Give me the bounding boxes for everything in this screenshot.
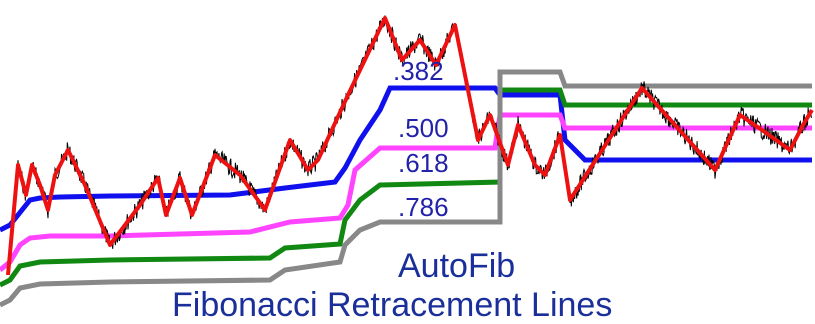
label-786: .786: [398, 192, 449, 222]
zigzag-line: [6, 16, 814, 276]
zigzag-series: [6, 16, 814, 276]
fib-level-382: [0, 85, 812, 233]
fib-level-lines: [0, 69, 812, 308]
fib-level-500: [0, 112, 812, 272]
chart-subtitle: Fibonacci Retracement Lines: [172, 286, 612, 324]
label-618: .618: [398, 148, 449, 178]
chart-title: AutoFib: [398, 247, 515, 285]
fib-level-618: [0, 87, 812, 288]
label-382: .382: [393, 56, 444, 86]
fib-level-786: [0, 69, 812, 308]
label-500: .500: [398, 113, 449, 143]
